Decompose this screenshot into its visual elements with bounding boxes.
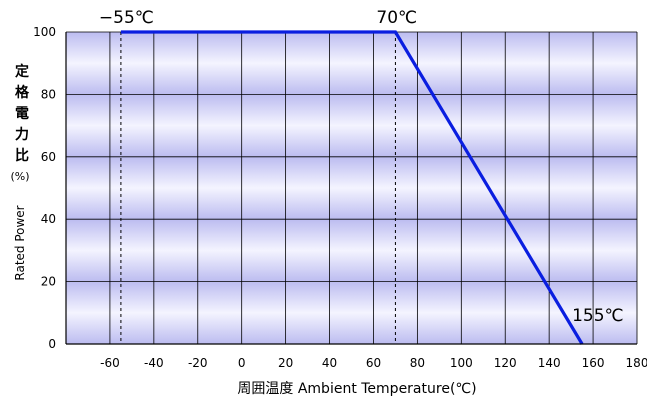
plot-band xyxy=(66,281,637,344)
x-tick-label: 160 xyxy=(582,356,605,370)
x-tick-label: 20 xyxy=(278,356,293,370)
y-tick-label: 80 xyxy=(41,87,56,101)
plot-band xyxy=(66,94,637,157)
annotation-label: 155℃ xyxy=(572,306,624,326)
x-tick-label: -20 xyxy=(188,356,208,370)
reference-lines xyxy=(120,32,396,344)
axes-layer xyxy=(65,32,637,345)
y-axis-label-char: 比 xyxy=(15,147,29,164)
series-line xyxy=(120,30,584,345)
y-axis-label-en: Rated Power xyxy=(13,205,27,280)
x-tick-label: -60 xyxy=(100,356,120,370)
annotation-label: −55℃ xyxy=(99,8,154,28)
y-axis-label-char: 力 xyxy=(15,126,29,143)
x-tick-label: 80 xyxy=(410,356,425,370)
y-tick-label: 60 xyxy=(41,150,56,164)
y-tick-label: 0 xyxy=(48,337,56,351)
plot-band xyxy=(66,156,637,220)
y-axis-label-char: 格 xyxy=(15,84,30,101)
y-axis-label-char: 電 xyxy=(15,105,29,122)
y-axis-label-char: 定 xyxy=(15,63,29,80)
y-tick-labels: 0 20 40 60 80 100 xyxy=(33,25,56,351)
x-tick-label: 140 xyxy=(538,356,561,370)
x-tick-label: 60 xyxy=(366,356,381,370)
plot-background xyxy=(66,32,637,344)
x-tick-label: -40 xyxy=(144,356,164,370)
plot-band xyxy=(66,219,637,282)
x-tick-label: 0 xyxy=(238,356,246,370)
x-tick-labels: -60 -40 -20 0 20 40 60 80 100 120 140 160 180 xyxy=(100,356,647,370)
x-tick-label: 100 xyxy=(450,356,473,370)
y-axis-label-char: (%) xyxy=(10,170,29,183)
series-layer xyxy=(120,30,584,345)
y-tick-label: 20 xyxy=(41,275,56,289)
plot-band xyxy=(66,32,637,95)
x-tick-label: 40 xyxy=(322,356,337,370)
x-tick-label: 180 xyxy=(626,356,647,370)
annotations: −55℃ 70℃ 155℃ xyxy=(99,8,624,326)
y-tick-label: 100 xyxy=(33,25,56,39)
x-axis-label: 周囲温度 Ambient Temperature(℃) xyxy=(237,381,476,397)
annotation-label: 70℃ xyxy=(376,8,417,28)
y-tick-label: 40 xyxy=(41,212,56,226)
x-tick-label: 120 xyxy=(494,356,517,370)
